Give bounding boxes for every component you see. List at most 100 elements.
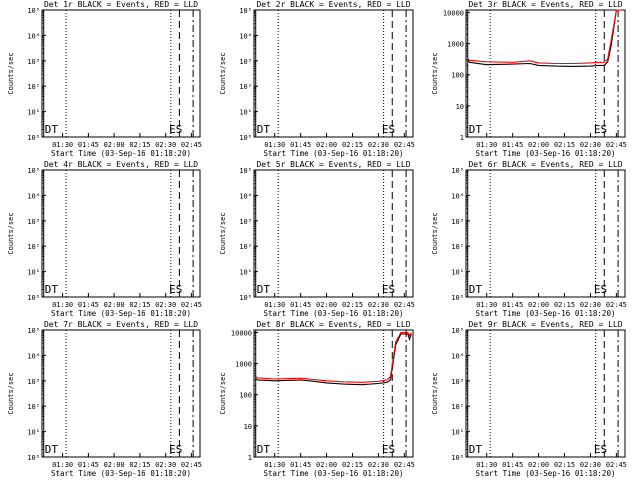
x-axis-label: Start Time (03-Sep-16 01:18:20)	[51, 149, 191, 158]
detector-panel-9: Det 9r BLACK = Events, RED = LLD 10⁰ 10¹ 10…	[431, 320, 627, 478]
y-axis-label: Counts/sec	[219, 372, 227, 414]
panel-title: Det 2r BLACK = Events, RED = LLD	[256, 0, 410, 9]
annotation-dt: DT	[469, 283, 483, 296]
plot-frame	[465, 169, 626, 298]
x-tick-label: 01:45	[78, 301, 99, 309]
x-tick-label: 02:45	[181, 461, 202, 469]
x-tick-label: 02:30	[368, 461, 389, 469]
y-tick-label: 10²	[27, 403, 40, 411]
y-tick-label: 10³	[27, 58, 40, 66]
x-axis-label: Start Time (03-Sep-16 01:18:20)	[51, 309, 191, 318]
x-tick-label: 02:15	[129, 301, 150, 309]
y-tick-label: 10²	[27, 83, 40, 91]
y-tick-label: 10⁵	[451, 167, 464, 175]
annotation-dt: DT	[469, 123, 483, 136]
y-axis-label: Counts/sec	[431, 372, 439, 414]
y-tick-label: 1	[248, 454, 252, 462]
series-line-events	[467, 9, 622, 67]
annotation-es: ES	[382, 283, 395, 296]
y-tick-label: 10¹	[239, 109, 252, 117]
x-tick-label: 02:45	[181, 141, 202, 149]
x-tick-label: 02:15	[129, 461, 150, 469]
panel-title: Det 8r BLACK = Events, RED = LLD	[256, 320, 410, 329]
y-tick-label: 10⁰	[27, 134, 40, 142]
x-tick-label: 01:45	[78, 461, 99, 469]
y-tick-label: 10³	[27, 378, 40, 386]
y-tick-label: 1000	[447, 41, 464, 49]
x-tick-label: 02:45	[394, 141, 415, 149]
annotation-es: ES	[594, 443, 607, 456]
annotation-dt: DT	[469, 443, 483, 456]
x-tick-label: 01:30	[52, 301, 73, 309]
y-tick-label: 10⁰	[451, 454, 464, 462]
x-tick-label: 02:30	[155, 461, 176, 469]
x-tick-label: 02:15	[342, 461, 363, 469]
detector-panel-4: Det 4r BLACK = Events, RED = LLD 10⁰ 10¹ 10…	[7, 160, 202, 318]
plot-frame	[41, 169, 201, 298]
y-tick-label: 10²	[451, 403, 464, 411]
x-tick-label: 02:30	[368, 301, 389, 309]
detector-panel-5: Det 5r BLACK = Events, RED = LLD 10⁰ 10¹ 10…	[219, 160, 415, 318]
y-axis-label: Counts/sec	[431, 52, 439, 94]
y-axis-label: Counts/sec	[219, 52, 227, 94]
plot-frame	[253, 9, 414, 138]
annotation-dt: DT	[45, 123, 59, 136]
x-tick-label: 01:30	[476, 141, 497, 149]
x-tick-label: 01:45	[502, 461, 523, 469]
y-tick-label: 10²	[239, 83, 252, 91]
annotation-es: ES	[594, 283, 607, 296]
x-tick-label: 02:00	[316, 461, 337, 469]
x-tick-label: 02:30	[580, 461, 601, 469]
series-line-events	[255, 333, 412, 386]
y-tick-label: 10²	[27, 243, 40, 251]
x-axis-label: Start Time (03-Sep-16 01:18:20)	[264, 469, 404, 478]
x-tick-label: 02:00	[104, 301, 125, 309]
y-axis-label: Counts/sec	[7, 212, 15, 254]
panel-title: Det 6r BLACK = Events, RED = LLD	[468, 160, 622, 169]
y-tick-label: 10000	[443, 9, 464, 17]
x-tick-label: 02:00	[528, 141, 549, 149]
x-axis-label: Start Time (03-Sep-16 01:18:20)	[264, 309, 404, 318]
panel-title: Det 7r BLACK = Events, RED = LLD	[44, 320, 198, 329]
x-tick-label: 01:30	[52, 141, 73, 149]
y-tick-label: 100	[239, 392, 252, 400]
y-tick-label: 10⁵	[27, 327, 40, 335]
annotation-dt: DT	[257, 443, 271, 456]
x-tick-label: 01:30	[264, 461, 285, 469]
y-tick-label: 10¹	[451, 269, 464, 277]
y-tick-label: 10⁰	[239, 134, 252, 142]
x-tick-label: 01:30	[52, 461, 73, 469]
annotation-dt: DT	[257, 283, 271, 296]
y-axis-label: Counts/sec	[219, 212, 227, 254]
x-tick-label: 02:00	[104, 141, 125, 149]
x-tick-label: 01:45	[290, 461, 311, 469]
y-tick-label: 10⁰	[239, 294, 252, 302]
x-tick-label: 02:00	[528, 301, 549, 309]
y-tick-label: 10⁴	[451, 352, 464, 360]
panel-title: Det 3r BLACK = Events, RED = LLD	[468, 0, 622, 9]
x-tick-label: 01:30	[264, 301, 285, 309]
y-tick-label: 10⁴	[239, 192, 252, 200]
panel-title: Det 5r BLACK = Events, RED = LLD	[256, 160, 410, 169]
x-tick-label: 02:15	[554, 301, 575, 309]
x-tick-label: 02:45	[606, 461, 627, 469]
y-tick-label: 10⁴	[27, 192, 40, 200]
annotation-es: ES	[169, 443, 182, 456]
plot-frame	[41, 9, 201, 138]
y-axis-label: Counts/sec	[7, 52, 15, 94]
x-tick-label: 02:15	[129, 141, 150, 149]
plot-frame	[465, 329, 626, 458]
plot-frame	[253, 329, 414, 458]
y-tick-label: 10⁵	[27, 167, 40, 175]
x-tick-label: 02:45	[606, 301, 627, 309]
series-line-lld	[467, 9, 622, 65]
x-axis-label: Start Time (03-Sep-16 01:18:20)	[264, 149, 404, 158]
annotation-es: ES	[169, 283, 182, 296]
y-tick-label: 10⁴	[451, 192, 464, 200]
y-tick-label: 10	[456, 103, 464, 111]
y-tick-label: 10⁰	[451, 294, 464, 302]
x-tick-label: 01:45	[290, 301, 311, 309]
y-tick-label: 10⁵	[451, 327, 464, 335]
y-axis-label: Counts/sec	[7, 372, 15, 414]
